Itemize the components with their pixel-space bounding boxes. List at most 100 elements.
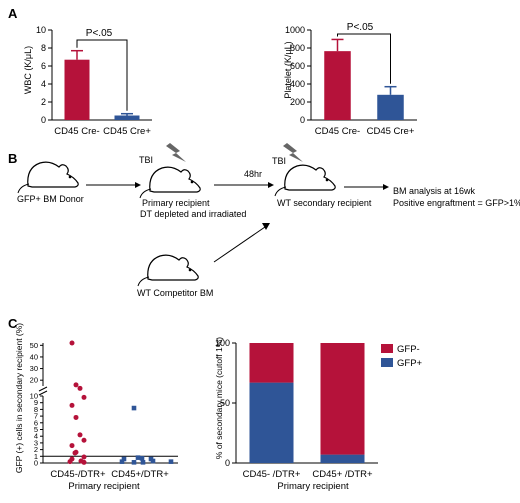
platelet-category-label: CD45 Cre+ — [367, 126, 415, 137]
scatter-x-axis-label: Primary recipient — [68, 481, 140, 492]
scatter-y-tick-label: 40 — [30, 352, 38, 361]
scatter-y-tick-label: 50 — [30, 341, 38, 350]
scatter-y-tick-label: 2 — [34, 445, 38, 454]
arrow-head — [268, 182, 274, 188]
platelet-y-tick-label: 200 — [290, 97, 305, 107]
wbc-y-axis-label: WBC (K/μL) — [23, 46, 33, 94]
arrow-head — [383, 184, 389, 190]
platelet-category-label: CD45 Cre- — [315, 126, 360, 137]
engraftment-criterion-label: Positive engraftment = GFP>1% — [393, 198, 520, 208]
scatter-y-tick-label: 8 — [34, 405, 38, 414]
platelet-y-tick-label: 0 — [300, 115, 305, 125]
platelet-p-value: P<.05 — [347, 22, 374, 33]
platelet-bar — [324, 51, 351, 120]
scatter-point-cd45-pos — [119, 459, 125, 464]
engraftment-stacked-chart: % of secondary mice (cutoff 1%) Primary … — [214, 337, 423, 492]
scatter-y-tick-label: 1 — [34, 452, 38, 461]
scatter-point-cd45-pos — [121, 456, 127, 462]
scatter-y-tick-label: 30 — [30, 364, 38, 373]
scatter-y-tick-label: 4 — [34, 432, 38, 441]
stacked-category-label: CD45+ /DTR+ — [312, 469, 373, 480]
primary-recipient-label: Primary recipient — [142, 198, 210, 208]
scatter-category-label: CD45+/DTR+ — [111, 469, 169, 480]
panel-label-b: B — [8, 151, 17, 166]
scatter-point-cd45-pos — [168, 459, 174, 464]
scatter-point-cd45-neg — [73, 414, 79, 420]
wbc-y-tick-label: 4 — [41, 79, 46, 89]
wbc-y-tick-label: 10 — [36, 25, 46, 35]
gfp-scatter-chart: GFP (+) cells in secondary recipient (%)… — [14, 323, 178, 492]
scatter-point-cd45-neg — [81, 437, 87, 443]
scatter-point-cd45-neg — [81, 394, 87, 400]
platelet-bar-chart: Platelet (K/μL) P<.05 0 200 400 600 800 1000 C… — [283, 22, 417, 137]
tbi-label-primary: TBI — [139, 155, 153, 165]
transplant-schematic: TBI TBI GFP+ BM Donor Primary recipient … — [17, 143, 520, 298]
scatter-point-cd45-neg — [73, 382, 79, 388]
wbc-p-value: P<.05 — [86, 28, 113, 39]
legend-swatch — [381, 344, 393, 353]
stacked-bar-segment — [320, 343, 365, 455]
scatter-y-tick-label: 10 — [30, 392, 38, 401]
arrow-head — [262, 223, 270, 230]
scatter-y-tick-label: 9 — [34, 398, 38, 407]
scatter-y-tick-label: 5 — [34, 425, 38, 434]
stacked-y-tick-label: 50 — [220, 398, 230, 408]
stacked-y-axis-label: % of secondary mice (cutoff 1%) — [214, 337, 224, 459]
scatter-point-cd45-pos — [150, 458, 156, 464]
wbc-bar-chart: WBC (K/μL) P<.05 0 2 4 6 8 10 CD45 Cre- CD45 Cr… — [23, 25, 152, 137]
axis-break-mark — [38, 390, 48, 396]
scatter-y-tick-label: 0 — [34, 459, 38, 468]
scatter-point-cd45-pos — [131, 460, 137, 465]
stacked-bar-segment — [249, 343, 294, 383]
wbc-category-label: CD45 Cre+ — [103, 126, 151, 137]
scatter-point-cd45-neg — [77, 432, 83, 438]
stacked-y-tick-label: 100 — [215, 338, 230, 348]
platelet-y-tick-label: 600 — [290, 61, 305, 71]
secondary-recipient-label: WT secondary recipient — [277, 198, 372, 208]
scatter-y-tick-label: 3 — [34, 438, 38, 447]
lightning-icon — [283, 143, 303, 162]
wbc-y-tick-label: 8 — [41, 43, 46, 53]
panel-label-a: A — [8, 6, 18, 21]
competitor-label: WT Competitor BM — [137, 288, 213, 298]
lightning-icon — [166, 143, 186, 162]
wbc-bar — [114, 115, 140, 120]
wbc-significance-bracket — [76, 39, 128, 111]
scatter-point-cd45-neg — [77, 385, 83, 391]
scatter-point-cd45-neg — [69, 340, 75, 346]
axis-break-mark — [38, 386, 48, 392]
primary-recipient-sublabel: DT depleted and irradiated — [140, 209, 246, 219]
scatter-point-cd45-pos — [131, 405, 137, 411]
platelet-y-tick-label: 1000 — [285, 25, 305, 35]
competitor-mouse-icon — [137, 254, 199, 287]
legend-label: GFP+ — [397, 358, 423, 369]
platelet-y-tick-label: 800 — [290, 43, 305, 53]
wbc-bar — [64, 59, 90, 120]
arrow-competitor-to-secondary — [213, 226, 266, 263]
scatter-point-cd45-neg — [81, 454, 87, 460]
wbc-y-tick-label: 2 — [41, 97, 46, 107]
stacked-y-tick-label: 0 — [225, 458, 230, 468]
scatter-y-axis-label: GFP (+) cells in secondary recipient (%) — [14, 323, 24, 473]
legend-label: GFP- — [397, 344, 420, 355]
scatter-point-cd45-neg — [69, 402, 75, 408]
secondary-recipient-mouse-icon — [274, 164, 336, 197]
interval-label: 48hr — [244, 169, 262, 179]
wbc-y-tick-label: 6 — [41, 61, 46, 71]
wbc-y-tick-label: 0 — [41, 115, 46, 125]
scatter-y-tick-label: 6 — [34, 418, 38, 427]
analysis-label: BM analysis at 16wk — [393, 186, 476, 196]
platelet-bar — [377, 94, 404, 120]
scatter-category-label: CD45-/DTR+ — [50, 469, 106, 480]
scatter-point-cd45-neg — [69, 443, 75, 449]
scatter-point-cd45-pos — [135, 455, 141, 460]
arrow-head — [135, 182, 141, 188]
stacked-x-axis-label: Primary recipient — [277, 481, 349, 492]
stacked-bar-segment — [320, 454, 365, 463]
platelet-y-axis-label: Platelet (K/μL) — [283, 41, 293, 98]
panel-label-c: C — [8, 316, 18, 331]
legend-swatch — [381, 358, 393, 367]
primary-recipient-mouse-icon — [139, 166, 201, 199]
stacked-bar-segment — [249, 382, 294, 463]
